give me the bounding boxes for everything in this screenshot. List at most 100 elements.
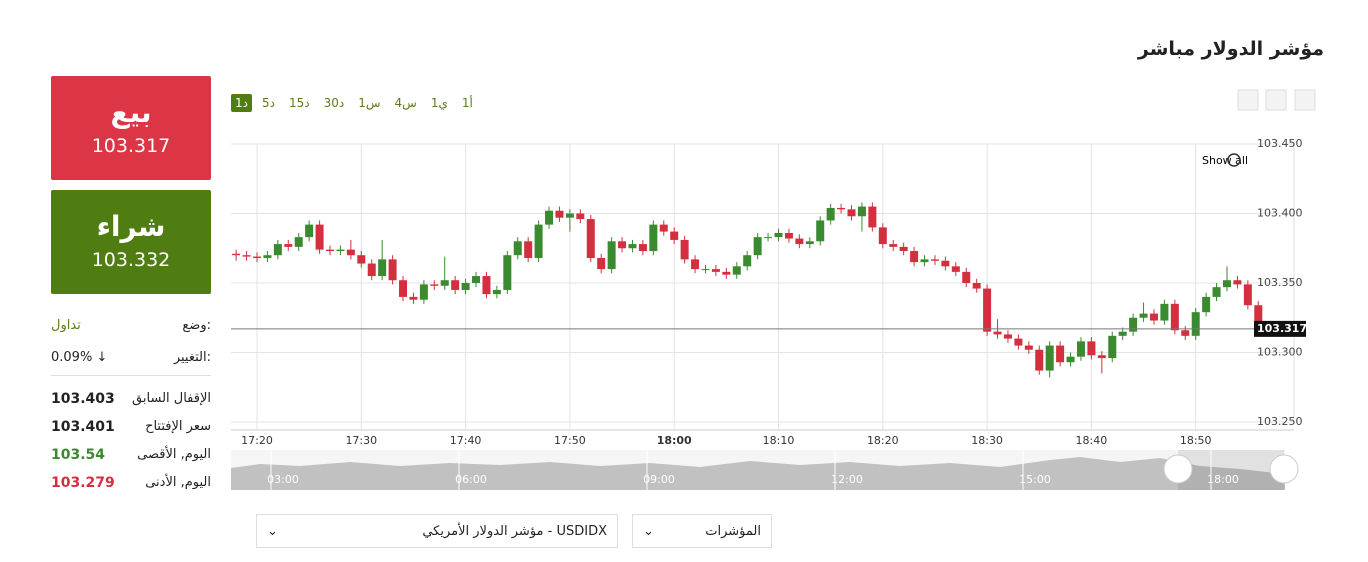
candle-body bbox=[847, 209, 856, 217]
candle-body bbox=[1222, 280, 1231, 288]
candle-body bbox=[294, 237, 303, 247]
navigator-frame bbox=[231, 450, 1285, 490]
candle-body bbox=[1139, 313, 1148, 318]
timeframe[interactable]: 1د bbox=[231, 94, 252, 112]
candle-body bbox=[1056, 345, 1065, 363]
sell-button[interactable]: بيع 103.317 bbox=[51, 76, 211, 180]
navigator-handle[interactable] bbox=[1269, 454, 1299, 484]
candle-body bbox=[837, 207, 846, 210]
tool-icon[interactable] bbox=[1265, 89, 1287, 111]
candle-body bbox=[618, 241, 627, 249]
show-all[interactable]: Show all bbox=[1202, 154, 1248, 167]
timeframes: 1د 5د 15د 30د 1س 4س 1ي 1أ bbox=[231, 94, 477, 112]
candle-body bbox=[638, 244, 647, 252]
buy-button[interactable]: شراء 103.332 bbox=[51, 190, 211, 294]
stat-value: 103.54 bbox=[51, 447, 106, 463]
candle-body bbox=[962, 271, 971, 283]
candle-body bbox=[1149, 313, 1158, 321]
y-tick-label: 103.250 bbox=[1257, 415, 1303, 428]
instrument-select[interactable]: ⌄ USDIDX - مؤشر الدولار الأمريكي bbox=[256, 514, 618, 548]
candle-body bbox=[1118, 331, 1127, 336]
stat-value: 103.279 bbox=[51, 475, 115, 491]
candle-body bbox=[878, 227, 887, 245]
candle-body bbox=[680, 239, 689, 260]
timeframe[interactable]: 1ي bbox=[430, 96, 448, 110]
candle-body bbox=[534, 224, 543, 258]
sell-price: 103.317 bbox=[91, 135, 171, 157]
candle-body bbox=[951, 266, 960, 272]
candle-body bbox=[1160, 303, 1169, 321]
change-row: 0.09% ↓ التغيير: bbox=[51, 350, 211, 376]
y-tick-label: 103.300 bbox=[1257, 346, 1303, 359]
tool-icon[interactable] bbox=[1294, 89, 1316, 111]
stat-row: 103.279 اليوم, الأدنى bbox=[51, 475, 211, 491]
stat-value: 103.401 bbox=[51, 419, 115, 435]
x-tick-label: 18:30 bbox=[971, 434, 1003, 447]
navigator-label: 15:00 bbox=[1019, 473, 1051, 486]
candle-body bbox=[649, 224, 658, 252]
candle-body bbox=[972, 283, 981, 289]
candle-body bbox=[941, 260, 950, 267]
candle-body bbox=[1212, 287, 1221, 297]
page-title: مؤشر الدولار مباشر bbox=[1137, 38, 1324, 60]
chevron: ⌄ bbox=[643, 523, 654, 539]
last-price-label: 103.317 bbox=[1257, 322, 1307, 335]
candle-body bbox=[1066, 356, 1075, 363]
last-price-tag bbox=[1254, 320, 1306, 337]
candle-body bbox=[388, 259, 397, 281]
buy-price: 103.332 bbox=[91, 249, 171, 271]
candle-body bbox=[711, 269, 720, 272]
stat-row: 103.401 سعر الإفتتاح bbox=[51, 419, 211, 435]
candle-body bbox=[242, 255, 251, 257]
candle-body bbox=[753, 237, 762, 256]
navigator-window[interactable] bbox=[1178, 450, 1284, 490]
navigator-handle[interactable] bbox=[1163, 454, 1193, 484]
candle-body bbox=[513, 241, 522, 256]
stat-label: الإقفال السابق bbox=[132, 391, 211, 406]
status-label: وضع: bbox=[182, 318, 211, 333]
candle-body bbox=[440, 280, 449, 286]
candle-body bbox=[1191, 312, 1200, 336]
buy-label: شراء bbox=[96, 210, 166, 243]
candle-body bbox=[273, 244, 282, 256]
category-select[interactable]: ⌄ المؤشرات bbox=[632, 514, 772, 548]
candle-body bbox=[399, 280, 408, 297]
status-value: تداول bbox=[51, 318, 81, 333]
candle-body bbox=[889, 244, 898, 247]
candle-body bbox=[1097, 355, 1106, 359]
candle-body bbox=[336, 249, 345, 252]
change-wrap: 0.09% ↓ bbox=[51, 350, 108, 365]
candle-body bbox=[419, 284, 428, 300]
candle-body bbox=[764, 237, 773, 239]
timeframe[interactable]: 15د bbox=[288, 96, 310, 110]
navigator-area bbox=[231, 457, 1285, 490]
candle-body bbox=[1254, 305, 1263, 329]
timeframe[interactable]: 1س bbox=[358, 96, 381, 110]
x-tick-label: 18:10 bbox=[763, 434, 795, 447]
timeframe[interactable]: 30د bbox=[323, 96, 345, 110]
x-tick-label: 18:50 bbox=[1180, 434, 1212, 447]
navigator-label: 09:00 bbox=[643, 473, 675, 486]
candle-body bbox=[701, 269, 710, 271]
candle-body bbox=[1045, 345, 1054, 371]
candle-body bbox=[367, 263, 376, 277]
candle-body bbox=[930, 259, 939, 261]
timeframe[interactable]: 4س bbox=[394, 96, 417, 110]
x-tick-label: 17:40 bbox=[450, 434, 482, 447]
candle-body bbox=[315, 224, 324, 250]
candle-body bbox=[472, 276, 481, 283]
x-tick-label: 18:00 bbox=[657, 434, 692, 447]
stat-label: سعر الإفتتاح bbox=[145, 419, 211, 434]
candle-body bbox=[659, 224, 668, 232]
candle-body bbox=[378, 259, 387, 277]
y-tick-label: 103.400 bbox=[1257, 207, 1303, 220]
timeframe[interactable]: 5د bbox=[261, 96, 275, 110]
candle-body bbox=[732, 266, 741, 275]
candle-body bbox=[1003, 334, 1012, 339]
candle-body bbox=[576, 213, 585, 220]
timeframe[interactable]: 1أ bbox=[461, 96, 473, 110]
candle-body bbox=[253, 256, 261, 258]
tool-icon[interactable] bbox=[1237, 89, 1259, 111]
candle-body bbox=[1076, 341, 1085, 357]
